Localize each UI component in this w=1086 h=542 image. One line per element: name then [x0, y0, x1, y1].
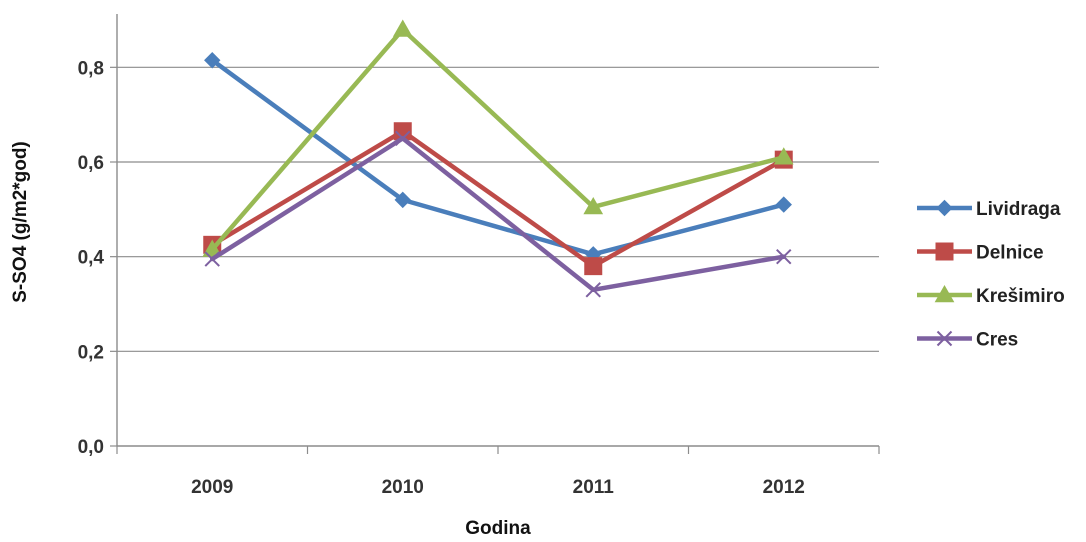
y-tick-label: 0,4	[78, 248, 105, 269]
data-point	[204, 251, 220, 267]
data-point	[584, 257, 603, 276]
legend-item-krešimiro: Krešimiro	[917, 284, 1065, 307]
series-line	[210, 27, 786, 252]
legend-label: Krešimiro	[976, 286, 1065, 307]
gridlines	[117, 66, 879, 352]
data-point	[202, 239, 223, 257]
legend-item-cres: Cres	[917, 330, 1018, 351]
data-point	[392, 19, 413, 37]
x-tick-label: 2009	[191, 477, 233, 498]
legend-label: Cres	[976, 330, 1018, 351]
series-delnice	[203, 122, 793, 276]
legend: Lividraga Delnice Krešimiro Cres	[917, 199, 1065, 351]
marker-stroke	[204, 251, 220, 267]
data-point	[775, 196, 792, 213]
legend-marker	[936, 199, 953, 217]
y-axis-title: S-SO4 (g/m2*god)	[10, 141, 31, 303]
legend-marker	[934, 284, 955, 303]
series-cres	[204, 130, 792, 298]
legend-marker	[935, 242, 954, 261]
data-point	[395, 130, 411, 147]
data-point	[776, 248, 792, 265]
series-line	[210, 57, 786, 257]
marker-stroke	[395, 130, 411, 147]
series-lines	[202, 19, 794, 298]
series-krešimiro	[202, 19, 794, 257]
y-tick-label: 0,8	[78, 58, 104, 79]
y-tick-label: 0,2	[78, 342, 104, 363]
x-tick-label: 2010	[382, 477, 424, 498]
data-point	[394, 191, 411, 209]
data-point	[773, 147, 794, 165]
legend-item-lividraga: Lividraga	[917, 199, 1061, 220]
legend-item-delnice: Delnice	[917, 242, 1044, 264]
x-tick-label: 2011	[573, 477, 615, 498]
x-axis-title: Godina	[465, 518, 531, 539]
x-tick-label: 2012	[763, 477, 805, 498]
series-line	[210, 128, 786, 269]
legend-label: Delnice	[976, 243, 1044, 264]
data-point	[204, 52, 221, 69]
axes: 0,0 0,2 0,4 0,6 0,8 2009 2010 2011 2012	[78, 14, 880, 498]
legend-label: Lividraga	[976, 199, 1061, 220]
marker-stroke	[585, 282, 601, 298]
data-point	[583, 196, 604, 215]
legend-marker	[936, 330, 953, 347]
series-line	[210, 136, 786, 293]
y-tick-label: 0,0	[78, 437, 104, 458]
marker-stroke	[936, 330, 953, 347]
y-tick-label: 0,6	[78, 153, 104, 174]
data-point	[585, 282, 601, 298]
marker-stroke	[776, 248, 792, 265]
